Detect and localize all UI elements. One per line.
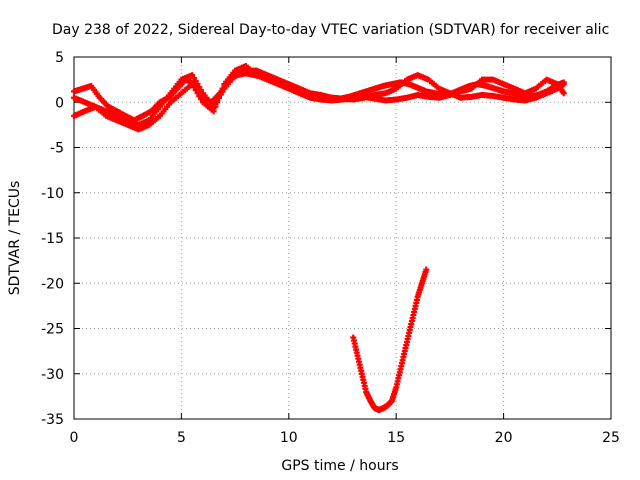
x-tick-label: 25 — [602, 430, 620, 446]
y-tick-label: -15 — [41, 231, 64, 247]
series-dip-track — [350, 266, 430, 413]
y-tick-label: 5 — [55, 50, 64, 66]
x-tick-label: 5 — [177, 430, 186, 446]
x-axis-label: GPS time / hours — [281, 458, 398, 474]
y-tick-label: -25 — [41, 322, 64, 338]
data-point — [560, 90, 567, 97]
axis-ticks: 0 5 10 15 20 25 5 0 -5 -10 -15 -20 -25 -30 -35 — [41, 50, 620, 446]
data-point — [212, 103, 219, 110]
y-tick-label: -5 — [50, 141, 64, 157]
grid — [74, 57, 611, 419]
x-tick-label: 15 — [387, 430, 405, 446]
x-tick-label: 10 — [280, 430, 298, 446]
y-tick-label: 0 — [55, 95, 64, 111]
chart-title: Day 238 of 2022, Sidereal Day-to-day VTE… — [52, 22, 609, 38]
y-tick-label: -10 — [41, 186, 64, 202]
series-track-c — [71, 70, 567, 124]
data-point — [560, 79, 567, 86]
data-point — [210, 108, 217, 115]
data-point — [423, 266, 430, 273]
y-axis-label: SDTVAR / TECUs — [7, 181, 23, 296]
y-tick-label: -20 — [41, 276, 64, 292]
y-tick-label: -30 — [41, 367, 64, 383]
x-tick-label: 20 — [495, 430, 513, 446]
x-tick-label: 0 — [70, 430, 79, 446]
data-points — [71, 63, 567, 413]
y-tick-label: -35 — [41, 412, 64, 428]
